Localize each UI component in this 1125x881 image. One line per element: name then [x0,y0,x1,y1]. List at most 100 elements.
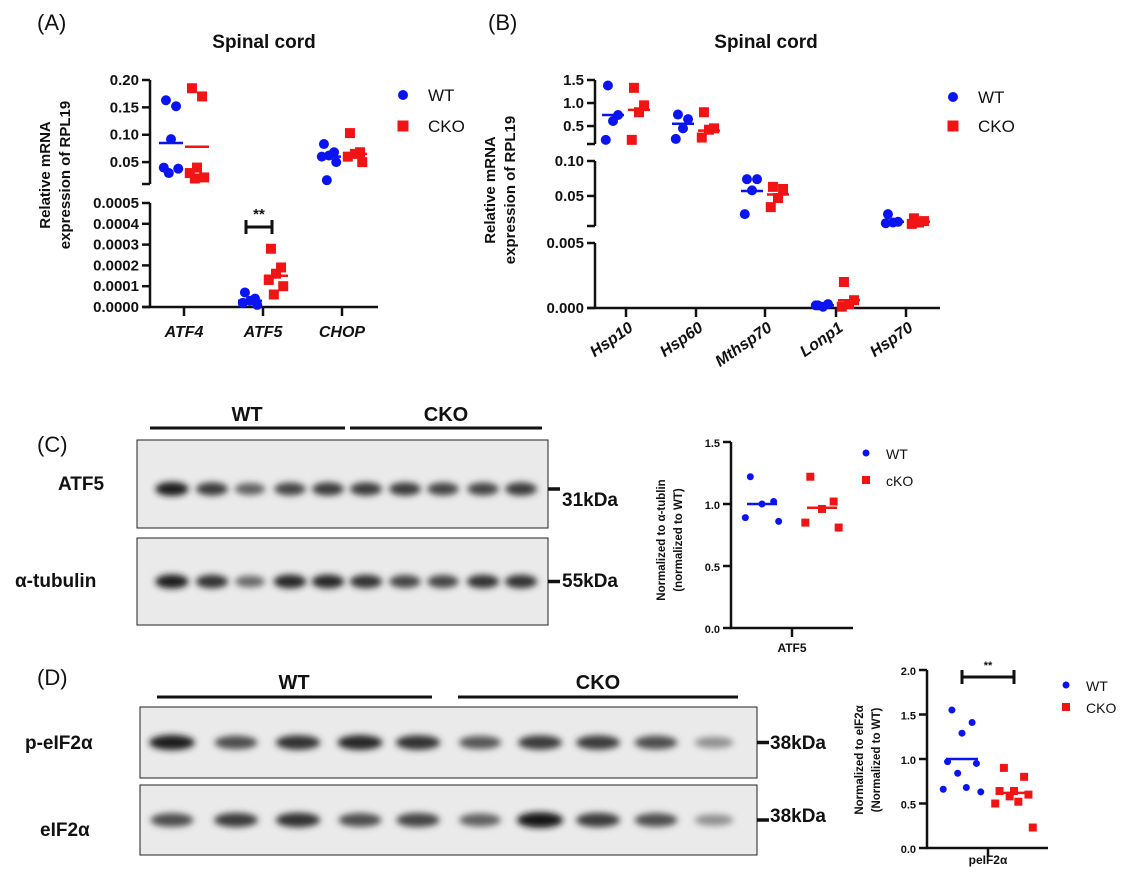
chart-d-y-tick-label: 2.0 [901,666,916,678]
blot-c-band [505,482,537,496]
chart-a-point-cko [276,262,287,273]
chart-d-point-cko [1005,792,1014,801]
chart-b-point-cko [767,181,778,192]
panel-label-a: (A) [37,10,66,35]
blot-d-band [634,735,678,750]
chart-c-point-wt [746,473,754,481]
blot-c-band [467,482,499,496]
chart-a-y-tick-label: 0.10 [110,127,139,144]
blot-d-row-label-peif2a: p-eIF2α [25,733,93,754]
chart-b-y-label: Relative mRNA [482,136,499,244]
chart-d-significance-label: ** [984,660,993,672]
chart-b-point-cko [639,100,650,111]
blot-d-band [395,735,441,750]
panel-label-c: (C) [37,432,68,457]
chart-c-point-cko [806,472,815,481]
chart-d-point-wt [962,783,970,791]
chart-b-y-tick-label: 0.10 [555,153,584,170]
chart-b-y-tick-label: 0.5 [563,118,584,135]
chart-a-category-label: CHOP [319,324,366,341]
panel-label-b: (B) [488,10,517,35]
chart-d-y-label: Normalized to eIF2α [854,705,866,814]
chart-c-point-cko [801,518,810,527]
chart-b-point-wt [880,218,891,229]
blot-c-band [195,574,229,589]
blot-c-band [427,482,459,496]
chart-b-point-cko [709,123,720,134]
blot-d-band [396,813,440,827]
chart-a-y-label: Relative mRNA [37,121,54,229]
chart-b-y-label-2: expression of RPL19 [502,116,519,264]
chart-b-point-wt [670,133,681,144]
chart-b-point-cko [773,193,783,204]
blot-c-band [504,574,538,589]
chart-a-title: Spinal cord [212,32,315,53]
chart-c-y-tick-label: 1.0 [705,500,720,512]
blot-c-band [427,575,459,588]
chart-a-y-tick-label: 0.20 [110,72,139,89]
chart-d-legend-cko: CKO [1086,700,1116,716]
chart-b-y-label-line2: expression of RPL19 [502,116,519,264]
chart-c-legend-cko-marker [862,476,870,484]
chart-d-point-wt [977,788,985,796]
chart-d-legend-cko-marker [1062,703,1070,711]
chart-b-point-cko [836,301,847,312]
chart-d-point-wt [972,759,980,767]
chart-c-y-label: Normalized to α-tublin [656,479,668,600]
blot-d-band [338,813,382,827]
chart-c-legend-wt: WT [886,446,908,462]
chart-b-y-tick-label: 0.000 [546,300,584,317]
blot-d-band [458,735,502,750]
blot-d-band [694,736,734,749]
chart-c-legend-cko: cKO [886,473,913,489]
blot-c-band [311,574,345,589]
chart-a-point-cko [186,83,197,94]
chart-b-category-label: Hsp60 [657,319,706,361]
blot-c-band [349,574,383,589]
blot-c-row-label-tubulin: α-tubulin [15,571,96,592]
chart-d-point-wt [968,719,976,727]
chart-d-y-tick-label: 0.0 [901,844,916,856]
chart-a-y-label-line2: expression of RPL19 [57,101,74,249]
chart-d-point-cko [1014,797,1023,806]
chart-a-point-cko [344,128,355,139]
panel-label-d: (D) [37,665,68,690]
chart-d-y-label-line2: (Normalized to WT) [871,707,883,812]
chart-d-legend-wt: WT [1086,678,1108,694]
chart-b-point-cko [906,218,917,229]
blot-d-marker-38kda-2: 38kDa [770,806,826,827]
chart-a-y-tick-label: 0.15 [110,99,139,116]
chart-b-title: Spinal cord [714,32,817,53]
chart-b-category-label: Mthsp70 [712,319,775,370]
blot-c-band [235,575,265,588]
chart-b-point-wt [678,123,688,134]
chart-b-y-tick-label: 0.005 [546,235,584,252]
blot-c-band [466,574,500,589]
blot-c-band [273,574,307,589]
chart-c-category-label: ATF5 [777,641,806,655]
chart-a-significance-label: ** [253,206,265,223]
blot-c-band [389,482,421,496]
blot-c-band [274,482,306,496]
chart-b-y-tick-label: 0.05 [555,188,584,205]
chart-d-point-cko [991,799,1000,808]
chart-d-point-cko [1010,787,1018,796]
chart-c-y-label-2: (normalized to WT) [673,488,685,592]
chart-d-y-tick-label: 0.5 [901,800,916,812]
chart-c-y-tick-label: 0.5 [705,562,720,574]
chart-b-point-wt [739,209,750,220]
chart-a-point-wt [160,95,171,106]
chart-b-category-label: Lonp1 [797,319,846,361]
chart-a-point-cko [357,157,368,168]
chart-a-point-cko [199,172,210,183]
chart-b-y-tick-label: 1.5 [563,72,584,89]
chart-a-y-label-line1: Relative mRNA [37,121,54,229]
blot-d-band [275,812,321,828]
chart-d-category-label: peIF2α [969,853,1008,867]
chart-a-point-cko [189,173,200,184]
chart-d-y-tick-label: 1.0 [901,755,916,767]
chart-b-point-cko [626,134,637,145]
chart-a-category-label: ATF4 [164,324,204,341]
chart-c-point-wt [775,517,783,525]
